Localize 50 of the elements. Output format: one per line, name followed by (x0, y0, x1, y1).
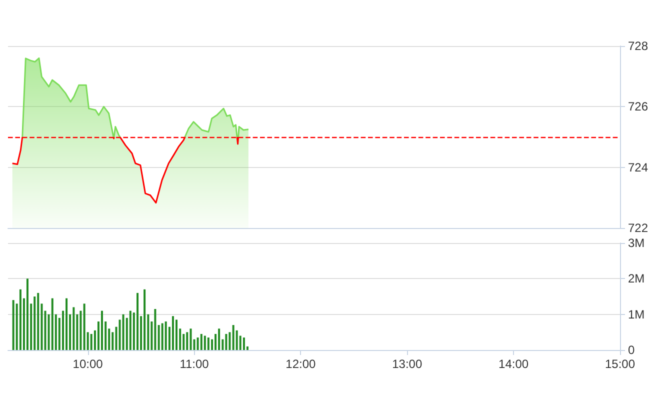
bar (26, 278, 28, 350)
bar (196, 338, 199, 350)
bar (80, 310, 82, 350)
x-tick-label: 14:00 (498, 357, 529, 371)
y-tick-label: 0 (628, 343, 635, 357)
bar (144, 289, 146, 350)
bar (34, 296, 36, 350)
bar (158, 325, 160, 350)
bar (154, 308, 156, 350)
bar (164, 321, 167, 350)
bar (200, 334, 202, 350)
bar (193, 339, 196, 350)
y-tick-label: 2M (628, 272, 645, 286)
bar (228, 332, 231, 350)
bar (100, 310, 103, 350)
x-tick-label: 13:00 (392, 357, 422, 371)
bar (218, 328, 220, 350)
bar (37, 292, 40, 350)
y-tick-label: 1M (628, 307, 645, 322)
y-tick-label: 728 (628, 39, 648, 53)
bar (172, 316, 174, 350)
bar (83, 304, 86, 350)
x-tick-label: 15:00 (604, 357, 636, 371)
bar (66, 298, 68, 350)
bar (51, 298, 54, 350)
bar (115, 326, 118, 350)
y-tick-label: 726 (628, 100, 648, 114)
bar (129, 310, 132, 350)
bar (12, 300, 14, 350)
x-tick-label: 11:00 (180, 357, 210, 371)
bar (190, 328, 192, 350)
bar (175, 320, 178, 350)
bar (19, 289, 22, 350)
bar (44, 310, 46, 350)
y-tick-label: 722 (628, 221, 648, 235)
bar (186, 332, 188, 350)
bar (225, 334, 228, 350)
bar (72, 307, 75, 350)
bar (136, 292, 139, 350)
bar (204, 336, 206, 350)
bar (90, 334, 92, 350)
x-tick-label: 10:00 (72, 357, 104, 371)
bar (161, 323, 164, 350)
y-tick-label: 3M (628, 236, 645, 250)
bar (207, 338, 210, 350)
y-tick-label: 724 (628, 160, 648, 174)
bar (122, 314, 124, 350)
bar (232, 325, 234, 350)
bar (242, 338, 245, 350)
x-tick-label: 12:00 (286, 357, 316, 371)
